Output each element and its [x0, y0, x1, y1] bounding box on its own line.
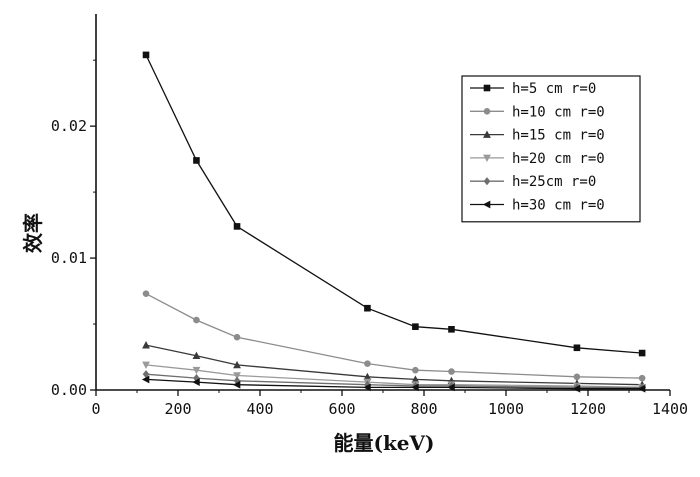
plot-area — [141, 51, 647, 393]
x-axis-label: 能量(keV) — [333, 431, 434, 455]
data-point — [142, 51, 150, 59]
series-line — [145, 364, 643, 389]
x-tick-label: 0 — [91, 400, 100, 418]
data-point — [142, 361, 150, 370]
series-1 — [142, 51, 646, 357]
data-point — [193, 374, 200, 383]
data-point — [141, 375, 150, 384]
data-point — [142, 370, 150, 379]
y-axis: 0.00 0.01 0.02 — [51, 14, 97, 399]
series-3 — [142, 341, 647, 389]
x-tick-label: 1400 — [652, 400, 688, 418]
data-point — [573, 373, 581, 381]
data-point — [364, 304, 371, 312]
data-point — [573, 344, 581, 352]
x-tick-label: 800 — [410, 400, 437, 418]
legend-entry: h=10 cm r=0 — [512, 104, 605, 120]
series-line — [145, 54, 643, 354]
data-point — [638, 349, 646, 357]
legend-entry: h=30 cm r=0 — [512, 198, 605, 214]
data-point — [232, 380, 241, 389]
series-line — [145, 378, 643, 390]
data-point — [638, 374, 646, 382]
data-point — [233, 376, 241, 385]
data-point — [193, 316, 200, 324]
legend-entry: h=15 cm r=0 — [512, 128, 605, 144]
legend-marker — [482, 200, 491, 209]
data-point — [364, 360, 371, 367]
legend-box — [461, 75, 641, 223]
x-tick-label: 1200 — [570, 400, 606, 418]
data-point — [233, 372, 241, 380]
data-point — [448, 368, 455, 375]
legend-marker — [483, 177, 491, 186]
data-point — [142, 290, 150, 297]
y-tick-label: 0.02 — [51, 117, 87, 135]
legend-marker — [483, 154, 491, 162]
data-point — [142, 341, 150, 349]
y-tick-label: 0.00 — [51, 381, 87, 399]
data-point — [193, 157, 200, 164]
x-axis: 0 200 400 600 800 1000 1200 1400 — [91, 389, 688, 418]
data-point — [233, 360, 241, 369]
data-point — [233, 333, 241, 341]
x-tick-label: 400 — [246, 400, 273, 418]
legend: h=5 cm r=0 h=10 cm r=0 h=15 cm r=0 h=20 cm … — [461, 75, 641, 223]
legend-entry: h=25cm r=0 — [512, 174, 596, 190]
data-point — [192, 378, 200, 386]
data-point — [412, 323, 419, 330]
series-line — [145, 344, 643, 386]
legend-marker — [483, 108, 491, 115]
data-point — [448, 326, 455, 333]
series-4 — [142, 361, 647, 392]
legend-entry: h=20 cm r=0 — [512, 151, 605, 167]
data-point — [192, 366, 201, 375]
data-point — [412, 366, 419, 374]
legend-marker — [483, 84, 491, 92]
data-point — [411, 375, 420, 383]
x-tick-label: 600 — [328, 400, 355, 418]
legend-marker — [483, 130, 491, 138]
series-2 — [142, 290, 646, 382]
series-6 — [141, 375, 646, 393]
legend-entry: h=5 cm r=0 — [512, 81, 596, 97]
data-point — [364, 380, 371, 389]
data-point — [363, 372, 372, 381]
series-line — [145, 293, 643, 379]
x-tick-label: 1000 — [488, 400, 524, 418]
y-axis-label: 效率 — [21, 213, 45, 253]
data-point — [233, 223, 241, 230]
data-point — [192, 351, 201, 359]
series-line — [145, 373, 643, 389]
x-tick-label: 200 — [164, 400, 191, 418]
y-tick-label: 0.01 — [51, 249, 87, 267]
